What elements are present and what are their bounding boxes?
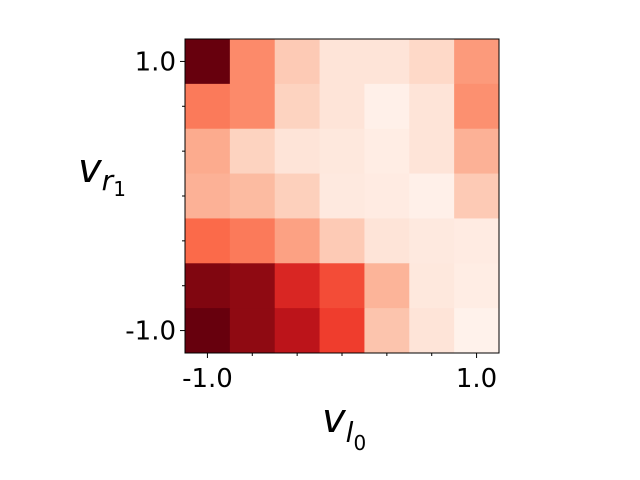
heatmap-cell: [319, 263, 365, 309]
x-label-subscript: l: [346, 416, 354, 449]
heatmap-cell: [454, 218, 500, 264]
heatmap-cell: [409, 173, 455, 219]
heatmap-cell: [229, 83, 276, 130]
heatmap-cell: [364, 218, 410, 264]
heatmap-cell: [319, 83, 365, 130]
heatmap-cell: [454, 39, 500, 85]
heatmap-cell: [454, 263, 500, 309]
y-label-symbol: v: [78, 146, 103, 192]
heatmap-cell: [454, 173, 500, 219]
heatmap-cell: [454, 83, 500, 130]
y-label-subscript: r: [102, 164, 115, 197]
heatmap-cell: [229, 308, 276, 354]
x-tick-label: -1.0: [182, 364, 233, 394]
y-tick-label: 1.0: [135, 47, 176, 77]
heatmap-cell: [364, 308, 410, 354]
heatmap-cell: [185, 308, 231, 354]
x-tick-label: 1.0: [456, 364, 497, 394]
x-label-symbol: v: [322, 396, 347, 442]
heatmap-cell: [364, 39, 410, 85]
y-label-sub-subscript: 1: [113, 177, 126, 201]
heatmap-cell: [185, 83, 231, 130]
heatmap-cell: [185, 173, 231, 219]
heatmap-cell: [319, 308, 365, 354]
heatmap-cell: [454, 128, 500, 175]
y-axis-label: vr1: [78, 146, 126, 201]
heatmap-cell: [319, 128, 365, 175]
heatmap-cell: [364, 173, 410, 219]
heatmap-cell: [274, 263, 321, 309]
heatmap-cell: [229, 263, 276, 309]
heatmap-cell: [274, 218, 321, 264]
heatmap-cell: [454, 308, 500, 354]
heatmap-cell: [185, 218, 231, 264]
heatmap-cell: [229, 39, 276, 85]
heatmap-cell: [185, 263, 231, 309]
heatmap-cell: [229, 218, 276, 264]
heatmap-cell: [364, 83, 410, 130]
heatmap-cell: [409, 263, 455, 309]
heatmap-cell: [185, 128, 231, 175]
heatmap-cell: [364, 263, 410, 309]
heatmap-cell: [409, 83, 455, 130]
y-tick-label: -1.0: [125, 317, 176, 347]
heatmap-cell: [274, 128, 321, 175]
heatmap-cell: [409, 128, 455, 175]
x-label-sub-subscript: 0: [353, 431, 366, 455]
heatmap-cell: [364, 128, 410, 175]
heatmap-cell: [319, 39, 365, 85]
heatmap-cell: [229, 128, 276, 175]
heatmap-cell: [409, 39, 455, 85]
heatmap-cell: [229, 173, 276, 219]
heatmap-cell: [319, 173, 365, 219]
heatmap-cell: [409, 308, 455, 354]
heatmap-cell: [274, 83, 321, 130]
heatmap-cell: [274, 39, 321, 85]
heatmap-cell: [319, 218, 365, 264]
x-axis-label: vl0: [322, 396, 366, 455]
heatmap-cell: [409, 218, 455, 264]
heatmap-cell: [274, 173, 321, 219]
heatmap-cell: [274, 308, 321, 354]
heatmap-cell: [185, 39, 231, 85]
